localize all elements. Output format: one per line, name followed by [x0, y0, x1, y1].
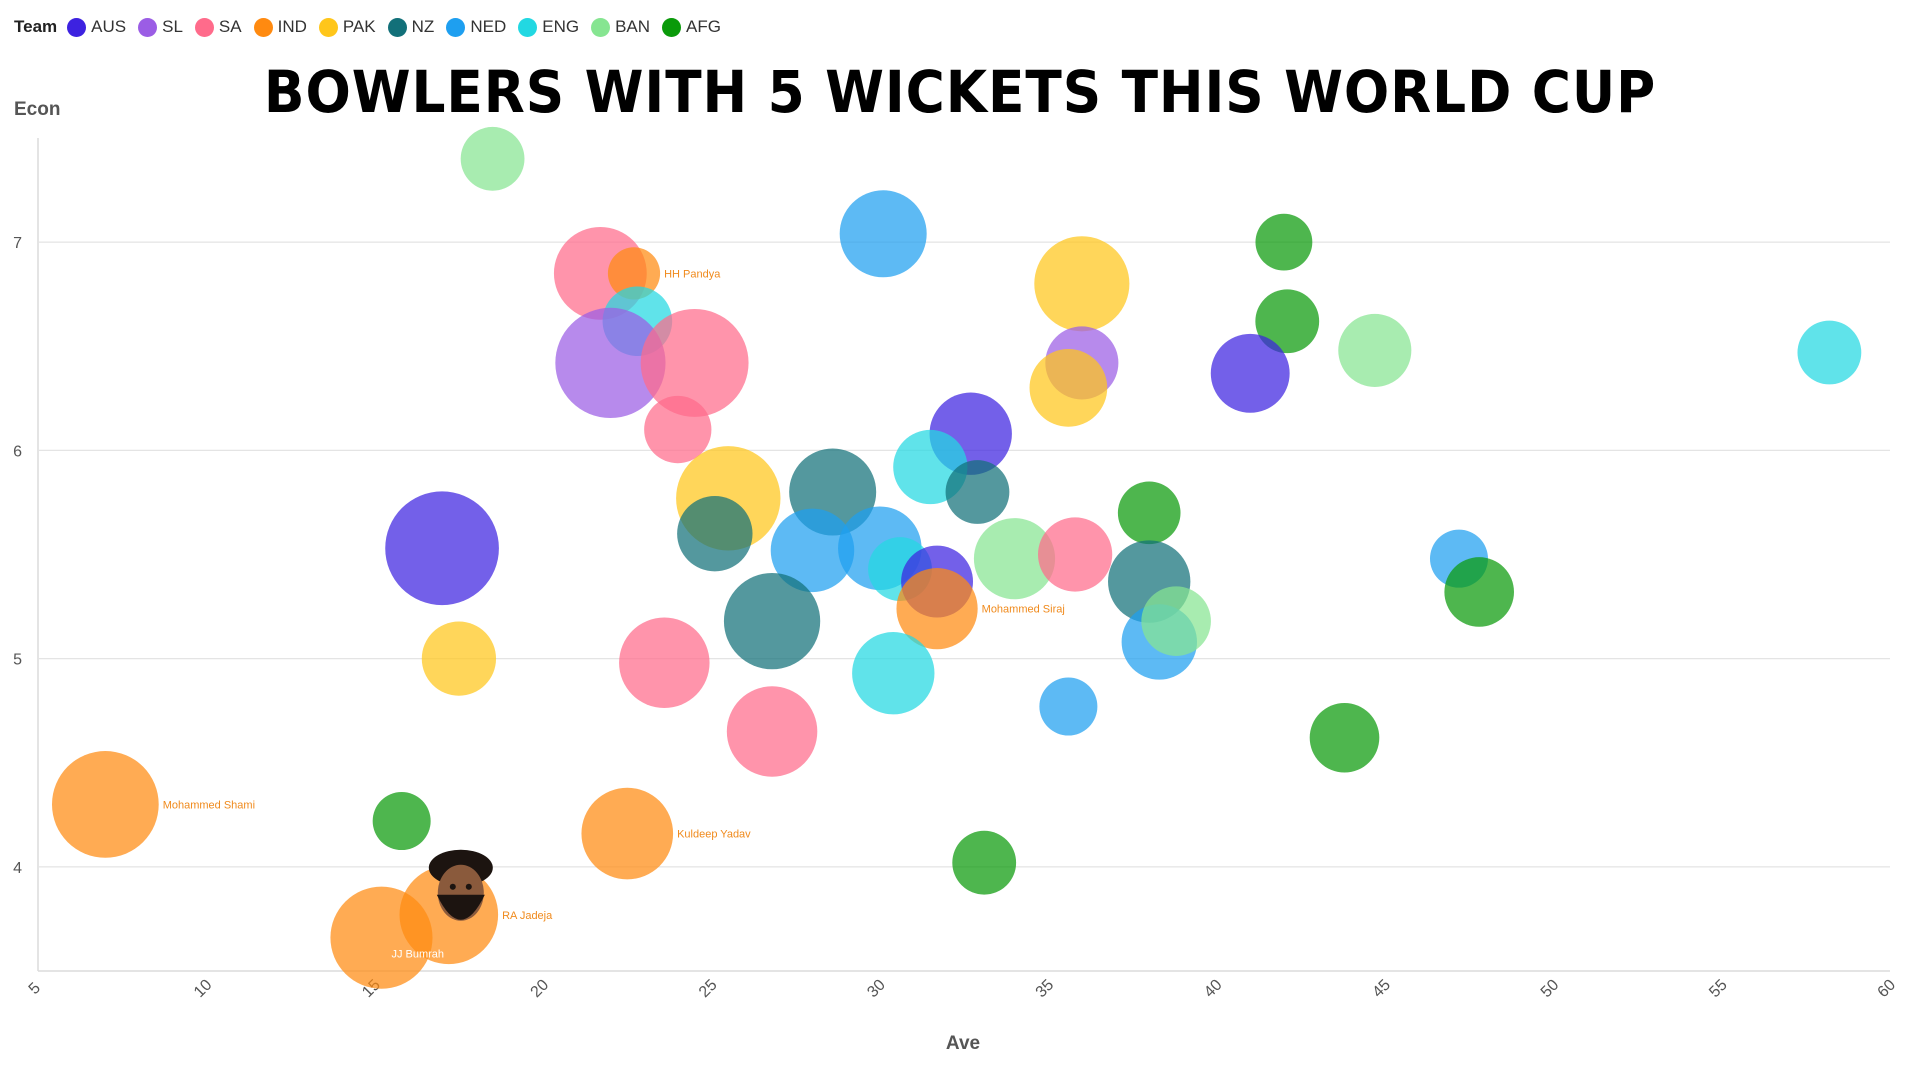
bubble	[607, 247, 661, 300]
legend-label: BAN	[615, 17, 651, 36]
bubble	[723, 573, 821, 670]
legend-swatch	[662, 17, 682, 37]
x-tick-label: 50	[1538, 976, 1563, 1001]
x-tick-label: 5	[26, 980, 44, 998]
bubble	[1141, 586, 1211, 656]
point-label: HH Pandya	[664, 268, 721, 280]
bubble	[952, 830, 1017, 895]
legend-label: PAK	[342, 17, 376, 36]
bubble	[581, 787, 674, 880]
legend-label: SL	[162, 17, 183, 36]
legend-swatch	[591, 17, 611, 37]
point-label: RA Jadeja	[502, 910, 553, 922]
y-tick-label: 5	[13, 652, 22, 669]
legend-item-aus[interactable]: AUS	[67, 17, 126, 37]
x-tick-label: 40	[1201, 976, 1226, 1001]
bubble	[1255, 289, 1320, 354]
bubble	[385, 491, 499, 606]
legend-item-ned[interactable]: NED	[446, 17, 506, 37]
bubble	[460, 126, 525, 191]
bubble	[421, 621, 497, 696]
point-label: Kuldeep Yadav	[677, 829, 751, 841]
legend-item-eng[interactable]: ENG	[518, 17, 579, 37]
legend-label: NED	[470, 17, 507, 36]
legend-swatch	[138, 17, 158, 37]
legend-label: SA	[218, 17, 242, 36]
legend-label: ENG	[542, 17, 580, 36]
legend-item-pak[interactable]: PAK	[318, 17, 376, 37]
y-tick-label: 6	[13, 443, 22, 460]
legend-swatch	[446, 17, 466, 37]
bubble	[372, 792, 431, 851]
legend-label: AUS	[91, 17, 127, 36]
bubble	[619, 617, 710, 709]
x-tick-label: 20	[528, 976, 553, 1001]
bubble	[51, 751, 159, 858]
legend-item-ind[interactable]: IND	[253, 17, 307, 37]
bubble	[677, 495, 753, 572]
point-label: Mohammed Shami	[163, 799, 255, 811]
y-tick-label: 4	[13, 860, 22, 877]
bubble	[1338, 313, 1412, 387]
bubble	[644, 395, 712, 464]
legend-item-ban[interactable]: BAN	[591, 17, 650, 37]
x-tick-label: 60	[1875, 976, 1900, 1001]
legend-swatch	[253, 17, 273, 37]
bubble	[770, 508, 855, 593]
bubble	[1034, 236, 1130, 332]
photo-eye	[449, 883, 456, 890]
x-tick-label: 10	[191, 976, 216, 1001]
player-photo	[428, 849, 493, 921]
photo-beard	[436, 894, 485, 920]
legend-item-sl[interactable]: SL	[138, 17, 183, 37]
bubble	[852, 632, 935, 715]
legend-item-sa[interactable]: SA	[194, 17, 242, 37]
bubble	[1117, 481, 1181, 545]
point-label: Mohammed Siraj	[982, 604, 1065, 616]
bubble	[973, 518, 1056, 600]
x-tick-label: 45	[1369, 976, 1394, 1001]
legend-item-nz[interactable]: NZ	[387, 17, 435, 37]
bubble	[1797, 320, 1862, 385]
x-tick-label: 30	[864, 976, 889, 1001]
bubble	[1255, 213, 1313, 271]
bubble	[1038, 517, 1113, 592]
bubble	[839, 190, 927, 278]
x-tick-label: 35	[1033, 976, 1058, 1001]
legend-swatch	[518, 17, 538, 37]
legend: Team AUS SL SA IND PAK NZ NED ENG BAN AF…	[14, 14, 733, 40]
photo-eye	[465, 883, 472, 890]
bubble	[1444, 557, 1514, 627]
bubble	[1029, 349, 1108, 427]
legend-swatch	[318, 17, 338, 37]
legend-item-afg[interactable]: AFG	[662, 17, 721, 37]
gridlines	[38, 241, 1890, 868]
bubble	[555, 307, 666, 419]
legend-label: IND	[277, 17, 307, 36]
bubble	[1309, 702, 1380, 773]
x-axis-label: Ave	[946, 1033, 980, 1054]
legend-swatch	[387, 17, 407, 37]
x-tick-label: 55	[1706, 976, 1731, 1001]
legend-swatch	[194, 17, 214, 37]
chart-title: BOWLERS WITH 5 WICKETS THIS WORLD CUP	[263, 58, 1657, 126]
y-axis-label: Econ	[14, 99, 60, 120]
bubble	[640, 308, 749, 417]
legend-label: NZ	[411, 17, 435, 36]
legend-title: Team	[14, 17, 58, 36]
point-labels: HH Pandya Mohammed Siraj Mohammed Shami Kul…	[163, 268, 1065, 960]
bubble	[726, 686, 818, 777]
bubble	[330, 886, 433, 989]
y-tick-label: 7	[13, 235, 22, 252]
x-tick-label: 25	[696, 976, 721, 1001]
point-label: JJ Bumrah	[391, 949, 444, 961]
bubble	[896, 568, 978, 650]
bubble	[945, 460, 1010, 524]
bubble	[1039, 677, 1098, 736]
legend-swatch	[67, 17, 87, 37]
bubbles	[51, 126, 1862, 989]
legend-label: AFG	[686, 17, 721, 36]
bubble	[1210, 333, 1290, 413]
